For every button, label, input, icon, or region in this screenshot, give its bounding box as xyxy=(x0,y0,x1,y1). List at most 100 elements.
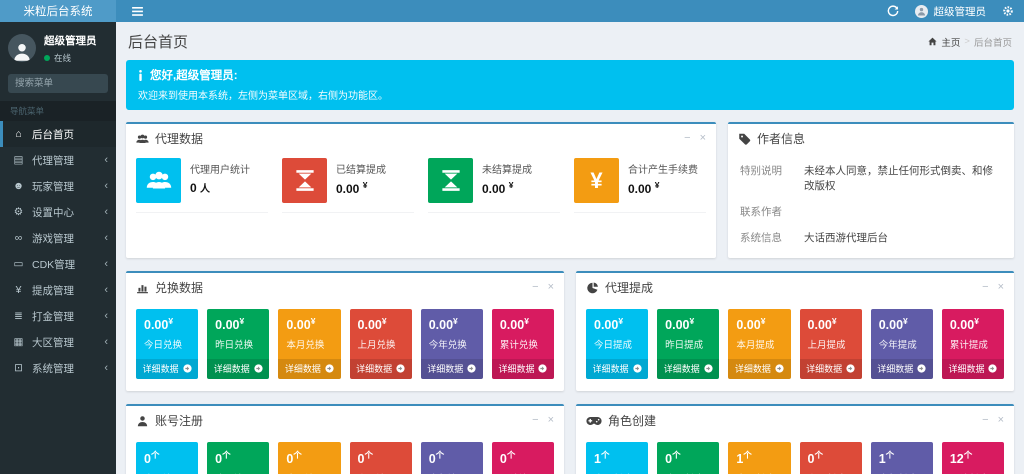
chevron-left-icon: ‹ xyxy=(104,258,108,270)
more-info-link[interactable]: 详细数据 xyxy=(799,359,862,380)
stat-tile: 0个 上月创建 详细数据 xyxy=(799,442,862,474)
minimize-button[interactable]: − xyxy=(982,414,989,427)
tile-value: 0个 xyxy=(428,450,445,467)
stat-value: 0.00 ¥ xyxy=(628,180,660,196)
stat-tile: 0个 今年注册 详细数据 xyxy=(420,442,483,474)
tile-label: 昨日提成 xyxy=(665,340,704,352)
more-info-link[interactable]: 详细数据 xyxy=(136,359,199,380)
users-icon xyxy=(136,158,181,203)
tile-value: 0.00¥ xyxy=(665,316,695,333)
navbar-user-menu[interactable]: 超级管理员 xyxy=(914,4,986,19)
sidebar-item[interactable]: ▦ 大区管理 ‹ xyxy=(0,329,116,355)
tile-value: 1个 xyxy=(878,450,895,467)
sidebar-item[interactable]: ⌂ 后台首页 xyxy=(0,121,116,147)
stat-tile: 0个 今日注册 详细数据 xyxy=(136,442,199,474)
row-label: 特别说明 xyxy=(740,164,782,177)
stat-tile: 0.00¥ 今年提成 详细数据 xyxy=(870,309,933,380)
panel-header: 代理提成 − × xyxy=(576,273,1014,301)
arrow-circle-icon xyxy=(467,364,476,373)
tile-value: 0.00¥ xyxy=(286,316,316,333)
panel-header: 角色创建 − × xyxy=(576,406,1014,434)
sidebar-item-label: 提成管理 xyxy=(32,284,74,297)
more-info-link[interactable]: 详细数据 xyxy=(657,359,720,380)
minimize-button[interactable]: − xyxy=(532,414,539,427)
more-info-link[interactable]: 详细数据 xyxy=(941,359,1005,380)
more-info-link[interactable]: 详细数据 xyxy=(349,359,412,380)
hourglass-icon xyxy=(282,158,327,203)
settings-button[interactable] xyxy=(1002,5,1014,17)
sidebar-item[interactable]: ▤ 代理管理 ‹ xyxy=(0,147,116,173)
tile-label: 今日提成 xyxy=(594,340,633,352)
tag-icon xyxy=(738,133,751,145)
arrow-circle-icon xyxy=(538,364,547,373)
chevron-left-icon: ‹ xyxy=(104,180,108,192)
search-input[interactable] xyxy=(8,74,108,93)
refresh-button[interactable] xyxy=(887,5,899,17)
stat-tile: 0.00¥ 累计兑换 详细数据 xyxy=(491,309,555,380)
sidebar-toggle-button[interactable] xyxy=(126,0,148,22)
author-info-row: 特别说明 未经本人同意，禁止任何形式倒卖、和修改版权 xyxy=(740,157,1002,198)
more-info-link[interactable]: 详细数据 xyxy=(728,359,791,380)
sidebar-item[interactable]: ∞ 游戏管理 ‹ xyxy=(0,225,116,251)
app-logo[interactable]: 米粒后台系统 xyxy=(0,0,116,22)
panel-author-info: 作者信息 特别说明 未经本人同意，禁止任何形式倒卖、和修改版权 联系作者 系统信… xyxy=(728,122,1014,258)
minimize-button[interactable]: − xyxy=(684,132,691,144)
panel-header: 作者信息 xyxy=(728,124,1014,152)
welcome-alert: 您好,超级管理员: 欢迎来到使用本系统，左侧为菜单区域，右侧为功能区。 xyxy=(126,60,1014,110)
user-icon xyxy=(917,7,926,16)
tile-value: 0个 xyxy=(144,450,160,467)
minimize-button[interactable]: − xyxy=(982,281,989,293)
tile-label: 今日兑换 xyxy=(144,340,183,352)
sidebar-item[interactable]: ⚙ 设置中心 ‹ xyxy=(0,199,116,225)
chevron-left-icon: ‹ xyxy=(104,284,108,296)
sidebar-item-icon: ⊡ xyxy=(14,362,23,374)
breadcrumb: 主页 > 后台首页 xyxy=(928,35,1012,49)
more-info-link[interactable]: 详细数据 xyxy=(870,359,933,380)
sidebar-search xyxy=(8,74,108,93)
sidebar-item-label: 系统管理 xyxy=(32,362,74,375)
close-button[interactable]: × xyxy=(547,281,554,293)
more-info-link[interactable]: 详细数据 xyxy=(491,359,555,380)
tile-value: 1个 xyxy=(736,450,752,467)
stat-tile: 0.00¥ 累计提成 详细数据 xyxy=(941,309,1005,380)
sidebar-item[interactable]: ▭ CDK管理 ‹ xyxy=(0,251,116,277)
breadcrumb-home-link[interactable]: 主页 xyxy=(941,37,961,49)
more-info-link[interactable]: 详细数据 xyxy=(207,359,270,380)
avatar xyxy=(8,33,36,62)
more-info-link[interactable]: 详细数据 xyxy=(586,359,649,380)
tile-label: 本月提成 xyxy=(736,340,775,352)
sidebar-item[interactable]: ⊡ 系统管理 ‹ xyxy=(0,355,116,381)
minimize-button[interactable]: − xyxy=(532,281,539,293)
sidebar-item-icon: ≣ xyxy=(14,310,23,322)
sidebar-item[interactable]: ≣ 打金管理 ‹ xyxy=(0,303,116,329)
stat-tile: 0个 累计注册 详细数据 xyxy=(491,442,555,474)
tile-value: 0个 xyxy=(357,450,373,467)
stat-tile: 0.00¥ 今日兑换 详细数据 xyxy=(136,309,199,380)
more-info-link[interactable]: 详细数据 xyxy=(420,359,483,380)
gamepad-icon xyxy=(586,415,602,427)
stat-tile: 0.00¥ 今年兑换 详细数据 xyxy=(420,309,483,380)
arrow-circle-icon xyxy=(846,364,855,373)
close-button[interactable]: × xyxy=(997,414,1004,427)
chevron-left-icon: ‹ xyxy=(104,362,108,374)
tile-label: 本月兑换 xyxy=(286,340,325,352)
close-button[interactable]: × xyxy=(699,132,706,144)
sidebar-item[interactable]: ☻ 玩家管理 ‹ xyxy=(0,173,116,199)
info-icon xyxy=(138,70,143,81)
tile-value: 0.00¥ xyxy=(357,316,387,333)
panel-title: 代理提成 xyxy=(605,281,654,295)
close-button[interactable]: × xyxy=(547,414,554,427)
stat-tile: 0个 昨日注册 详细数据 xyxy=(207,442,270,474)
stat-label: 已结算提成 xyxy=(336,165,386,176)
sidebar-item-label: 代理管理 xyxy=(32,154,74,167)
panel-title: 代理数据 xyxy=(155,132,204,146)
more-info-link[interactable]: 详细数据 xyxy=(278,359,341,380)
close-button[interactable]: × xyxy=(997,281,1004,293)
tile-value: 0.00¥ xyxy=(215,316,245,333)
sidebar-item-icon: ▤ xyxy=(13,154,24,166)
tile-value: 0个 xyxy=(215,450,231,467)
author-info-rows: 特别说明 未经本人同意，禁止任何形式倒卖、和修改版权 联系作者 系统信息 大话西… xyxy=(728,152,1014,258)
sidebar-item[interactable]: ¥ 提成管理 ‹ xyxy=(0,277,116,303)
user-icon xyxy=(136,415,149,427)
sidebar-user-panel: 超级管理员 在线 xyxy=(0,22,116,74)
